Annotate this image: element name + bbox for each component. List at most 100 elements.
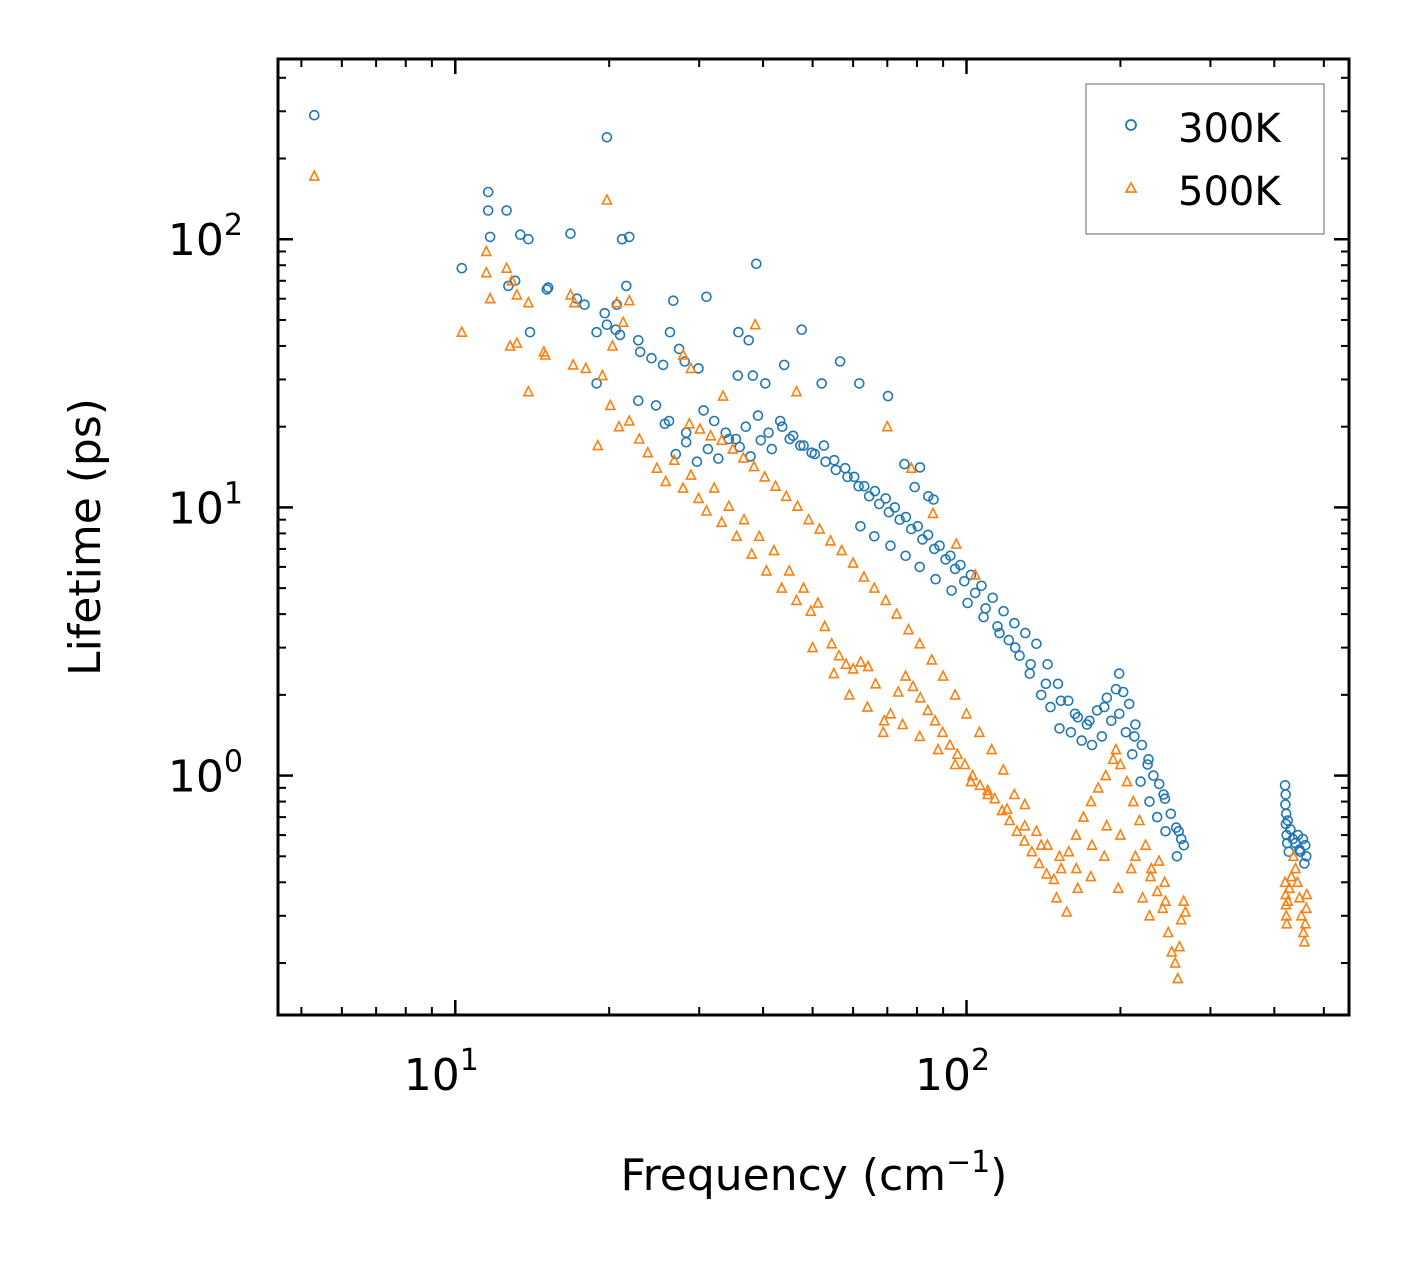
point-500k [944,738,956,750]
point-300k [750,258,762,270]
point-300k [514,229,526,240]
point-300k [752,410,764,421]
point-300k [1173,825,1184,837]
point-300k [917,534,928,545]
legend-marker-500k [1124,181,1138,193]
point-500k [981,787,994,800]
point-500k [1085,869,1097,882]
point-300k [712,453,724,464]
point-500k [613,419,625,432]
point-300k [1143,753,1154,765]
point-300k [708,415,720,427]
point-500k [950,537,963,549]
point-500k [1283,881,1296,894]
point-300k [698,405,709,416]
point-300k [759,378,771,389]
point-500k [1295,909,1308,921]
point-500k [1107,752,1119,765]
point-500k [1175,912,1187,925]
point-500k [840,657,852,670]
point-500k [899,669,912,681]
point-500k [1143,909,1156,921]
point-500k [480,265,493,278]
point-500k [835,543,848,556]
x-tick-label: 101 [404,1043,479,1101]
point-300k [601,319,613,331]
point-500k [892,685,904,697]
point-300k [1117,686,1129,698]
point-500k [896,717,909,730]
point-500k [1129,849,1142,862]
major-ticks [278,59,1349,1015]
point-500k [580,361,592,374]
point-300k [611,299,623,311]
point-500k [1053,849,1066,862]
point-500k [659,474,672,487]
point-500k [951,747,964,760]
point-500k [925,653,938,665]
point-300k [899,458,910,470]
point-300k [701,291,712,303]
point-300k [883,506,895,518]
point-300k [673,343,685,355]
point-500k [715,515,728,528]
point-300k [958,575,970,587]
point-500k [881,419,894,432]
point-500k [981,783,994,796]
point-500k [1291,875,1304,888]
point-500k [813,522,826,534]
point-300k [809,448,821,460]
point-300k [650,400,662,411]
point-500k [480,244,493,257]
point-500k [592,438,604,451]
point-300k [646,352,657,364]
point-300k [940,554,951,565]
point-500k [522,295,535,308]
point-500k [1086,838,1098,851]
point-300k [1135,776,1146,787]
point-300k [1035,689,1047,701]
point-500k [1301,887,1313,900]
point-300k [930,573,941,585]
point-300k [1120,726,1132,738]
point-300k [992,621,1003,632]
point-500k [1001,802,1013,814]
point-500k [932,742,944,755]
point-500k [700,504,713,516]
point-300k [659,418,671,430]
point-300k [998,605,1009,617]
point-500k [567,358,579,370]
point-500k [677,481,689,493]
point-300k [456,262,468,274]
point-300k [778,359,790,371]
point-500k [694,422,706,434]
point-500k [1162,925,1174,938]
point-500k [858,570,870,582]
point-500k [717,389,729,401]
point-300k [776,421,788,433]
point-300k [614,329,626,341]
point-500k [1287,849,1300,862]
point-500k [806,640,819,653]
point-300k [579,299,590,311]
point-300k [1014,650,1025,662]
series-500k [308,169,1313,984]
point-300k [747,370,759,381]
point-500k [1156,901,1169,914]
point-300k [1123,698,1135,710]
point-300k [900,550,911,562]
point-300k [720,427,732,439]
point-300k [830,464,842,476]
point-500k [862,659,874,672]
point-300k [1294,844,1305,855]
point-300k [1069,708,1081,720]
point-500k [1114,828,1127,840]
point-500k [1077,810,1090,822]
point-500k [1092,781,1104,793]
point-500k [685,361,697,374]
point-300k [667,295,679,307]
point-300k [632,334,644,346]
point-300k [820,456,831,468]
point-500k [913,637,926,649]
point-300k [855,520,866,532]
